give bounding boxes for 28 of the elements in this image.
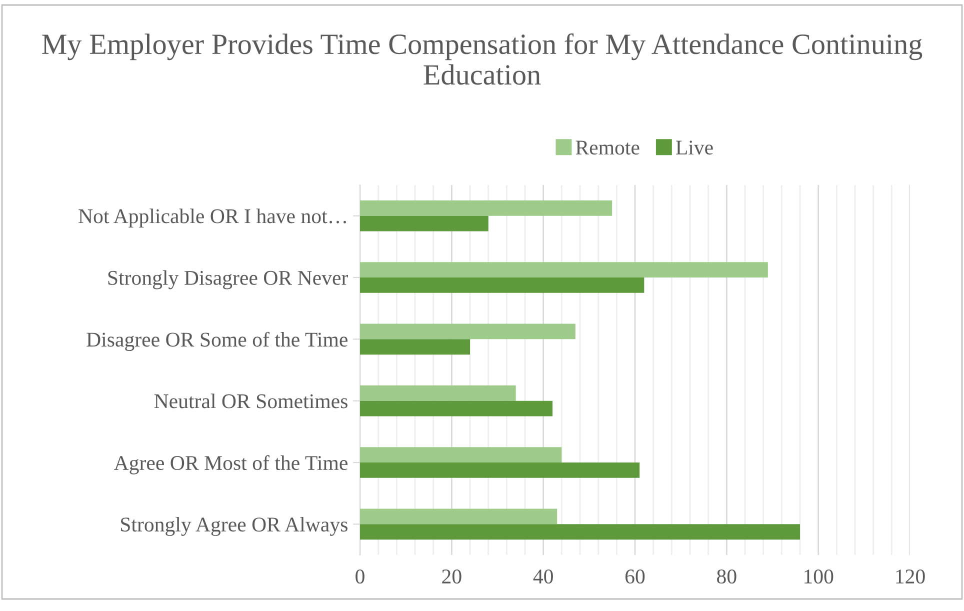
bar bbox=[360, 324, 576, 340]
bar bbox=[360, 339, 470, 355]
y-tick-label: Strongly Agree OR Always bbox=[121, 516, 348, 536]
x-tick-label: 0 bbox=[356, 569, 364, 584]
bar bbox=[360, 262, 768, 278]
bar bbox=[360, 200, 612, 216]
y-tick-label: Strongly Disagree OR Never bbox=[108, 270, 348, 290]
y-tick-label: Not Applicable OR I have not… bbox=[78, 208, 346, 228]
x-tick-label: 120 bbox=[896, 569, 925, 584]
y-tick-label: Disagree OR Some of the Time bbox=[86, 332, 348, 351]
y-tick-label: Neutral OR Sometimes bbox=[154, 394, 348, 408]
bar bbox=[360, 400, 552, 416]
x-tick-label: 80 bbox=[717, 569, 736, 584]
legend-label: Remote bbox=[576, 140, 640, 155]
bar bbox=[360, 216, 488, 232]
bar bbox=[360, 508, 558, 524]
y-tick-label: Agree OR Most of the Time bbox=[114, 455, 348, 474]
x-tick-label: 20 bbox=[442, 569, 462, 584]
x-tick-label: 100 bbox=[804, 569, 834, 584]
legend-label: Live bbox=[676, 140, 713, 155]
bar bbox=[360, 278, 644, 293]
bar bbox=[360, 447, 562, 462]
bar bbox=[360, 462, 640, 478]
x-tick-label: 40 bbox=[533, 569, 553, 584]
bar bbox=[360, 524, 800, 540]
chart-title: My Employer Provides Time Compensation for My Attendance Continuing Education bbox=[42, 33, 922, 85]
bar bbox=[360, 385, 516, 401]
x-tick-label: 60 bbox=[625, 569, 645, 584]
